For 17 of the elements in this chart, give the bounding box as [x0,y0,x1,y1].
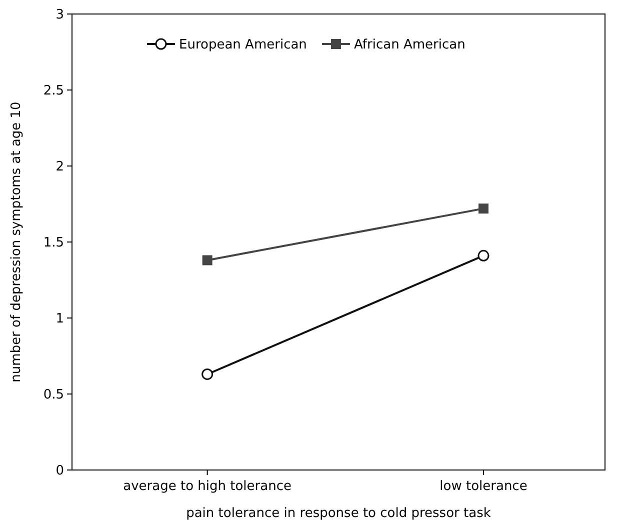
y-tick-label: 0.5 [43,388,64,403]
x-tick-label: average to high tolerance [123,479,292,494]
legend-label: European American [179,38,307,53]
y-tick-label: 2 [56,160,64,175]
y-axis-title: number of depression symptoms at age 10 [9,102,24,382]
y-tick-label: 2.5 [43,84,64,99]
point [478,204,488,214]
y-tick-label: 1 [56,312,64,327]
y-tick-label: 0 [56,464,64,479]
point [202,255,212,266]
point [478,250,490,262]
y-tick-label: 1.5 [43,236,64,251]
x-axis-title: pain tolerance in response to cold pressor task [186,506,492,521]
y-tick-label: 3 [56,8,64,23]
legend-label: African American [354,38,466,53]
point [202,368,214,380]
x-tick-label: low tolerance [440,479,528,494]
